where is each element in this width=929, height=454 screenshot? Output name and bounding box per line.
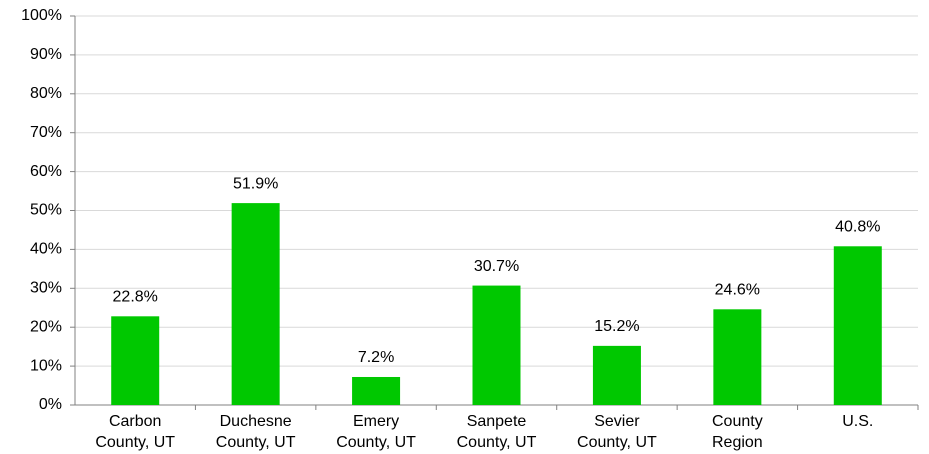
x-tick-label: County, UT xyxy=(216,434,296,451)
y-tick-label: 10% xyxy=(30,357,62,374)
y-tick-label: 40% xyxy=(30,241,62,258)
y-tick-label: 60% xyxy=(30,163,62,180)
bar xyxy=(352,376,401,405)
data-label: 15.2% xyxy=(594,318,639,335)
data-label: 51.9% xyxy=(233,175,278,192)
bar xyxy=(713,309,762,405)
x-tick-label: County, UT xyxy=(457,434,537,451)
x-tick-label: County, UT xyxy=(95,434,175,451)
x-tick-label: Sanpete xyxy=(467,413,527,430)
x-tick-label: Sevier xyxy=(594,413,640,430)
x-tick-label: Duchesne xyxy=(220,413,292,430)
data-label: 24.6% xyxy=(715,282,760,299)
x-tick-label: Region xyxy=(712,434,763,451)
x-tick-label: County, UT xyxy=(577,434,657,451)
data-label: 30.7% xyxy=(474,258,519,275)
y-tick-label: 30% xyxy=(30,280,62,297)
x-tick-label: County xyxy=(712,413,763,430)
bar xyxy=(833,246,882,405)
data-label: 40.8% xyxy=(835,219,880,236)
bar xyxy=(231,203,280,405)
y-tick-label: 20% xyxy=(30,318,62,335)
y-tick-label: 100% xyxy=(21,7,62,24)
bar xyxy=(111,316,160,405)
bar xyxy=(472,285,521,405)
x-tick-label: County, UT xyxy=(336,434,416,451)
y-tick-label: 50% xyxy=(30,202,62,219)
y-tick-label: 70% xyxy=(30,124,62,141)
x-tick-label: Emery xyxy=(353,413,399,430)
x-tick-label: Carbon xyxy=(109,413,161,430)
x-tick-label: U.S. xyxy=(842,413,873,430)
y-tick-label: 0% xyxy=(39,396,62,413)
y-tick-label: 80% xyxy=(30,85,62,102)
data-label: 7.2% xyxy=(358,349,394,366)
y-tick-label: 90% xyxy=(30,46,62,63)
bar xyxy=(592,345,641,405)
data-label: 22.8% xyxy=(113,289,158,306)
